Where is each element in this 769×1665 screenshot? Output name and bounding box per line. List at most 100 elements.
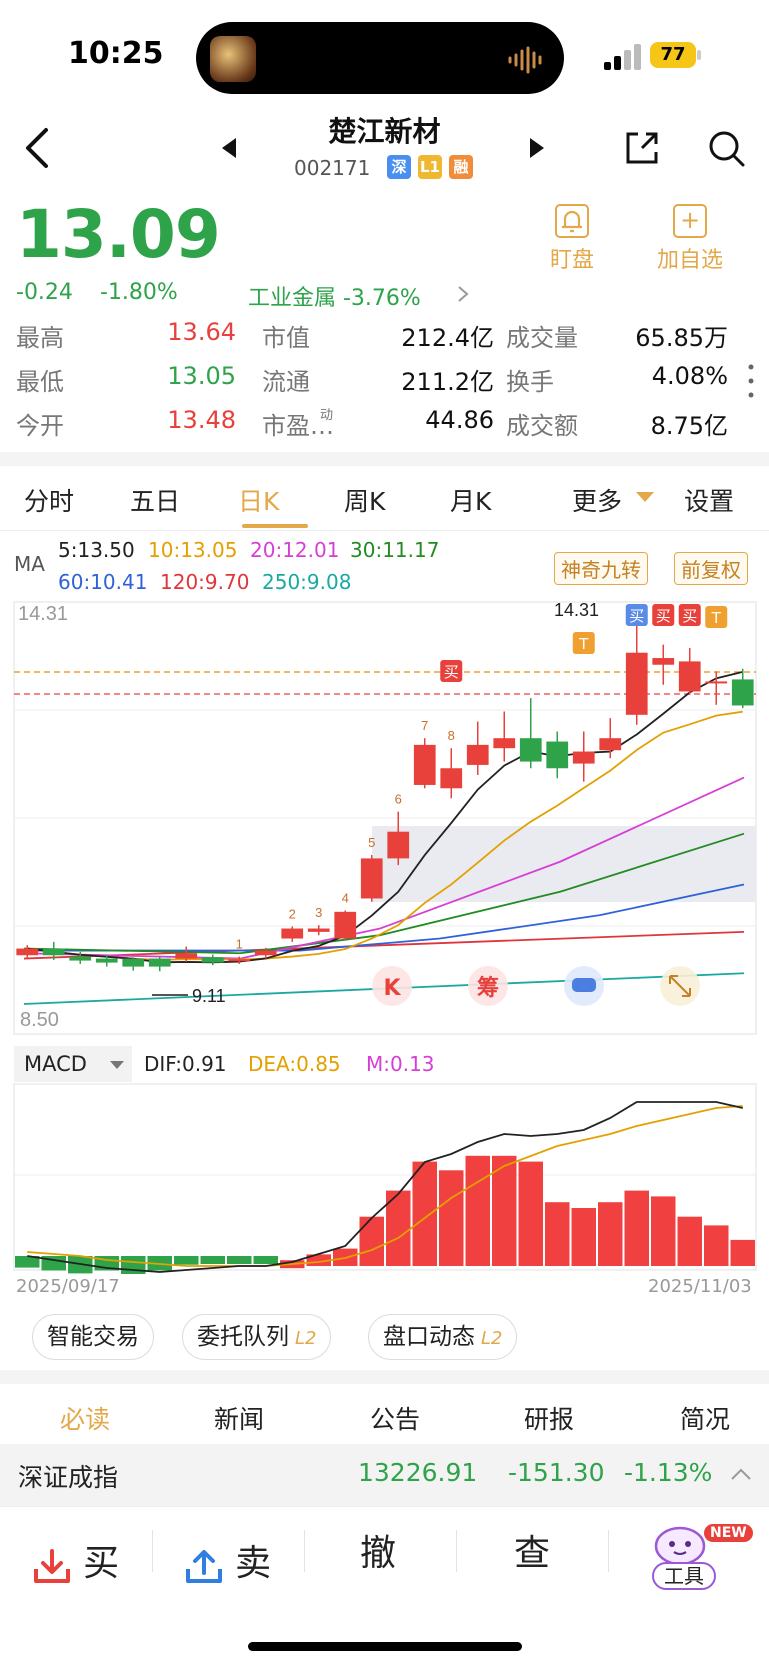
candlestick-chart[interactable]: 12 345678买T买买买 T14.318.5014.319.11 K 筹 bbox=[0, 598, 769, 1040]
expand-glyph bbox=[669, 975, 691, 997]
add-watchlist-button[interactable]: + 加自选 bbox=[650, 204, 730, 274]
buy-button[interactable]: 买 bbox=[32, 1530, 119, 1587]
tab-3[interactable]: 周K bbox=[344, 487, 386, 516]
candle-body bbox=[254, 950, 277, 956]
candle-body bbox=[519, 738, 542, 762]
separator bbox=[608, 1530, 609, 1572]
more-vertical-icon[interactable] bbox=[748, 364, 754, 398]
level-badge: L1 bbox=[418, 155, 442, 179]
news-tab-4[interactable]: 简况 bbox=[680, 1405, 731, 1434]
indicator-caret-icon bbox=[110, 1061, 124, 1069]
nine-turn-count: 3 bbox=[315, 905, 322, 920]
news-tab-0[interactable]: 必读 bbox=[60, 1405, 111, 1434]
ma-item: 250:9.08 bbox=[262, 570, 352, 594]
macd-bar bbox=[386, 1190, 411, 1266]
macd-bar bbox=[439, 1170, 464, 1266]
stock-name: 楚江新材 bbox=[328, 115, 441, 148]
sell-button[interactable]: 卖 bbox=[184, 1530, 271, 1587]
macd-bar bbox=[624, 1190, 649, 1266]
stat-value: 4.08% bbox=[651, 362, 728, 390]
macd-bar bbox=[677, 1216, 702, 1266]
macd-bar bbox=[492, 1155, 517, 1266]
watch-label: 盯盘 bbox=[549, 248, 594, 273]
tab-4[interactable]: 月K bbox=[450, 487, 492, 516]
order-queue-chip[interactable]: 委托队列 L2 bbox=[182, 1314, 332, 1360]
tools-button[interactable]: NEW 工具 bbox=[648, 1520, 758, 1590]
tab-5[interactable]: 更多 bbox=[572, 487, 623, 516]
candle-body bbox=[307, 928, 330, 932]
ma-item: 30:11.17 bbox=[350, 538, 440, 562]
tab-0[interactable]: 分时 bbox=[24, 487, 75, 516]
macd-bar bbox=[227, 1256, 252, 1264]
ma120-line bbox=[23, 930, 745, 960]
macd-bar bbox=[200, 1256, 225, 1264]
ma-item: 60:10.41 bbox=[58, 570, 148, 594]
share-icon[interactable] bbox=[622, 128, 662, 168]
more-caret-icon bbox=[636, 492, 654, 502]
prev-stock-arrow-icon[interactable] bbox=[222, 138, 236, 158]
candle-body bbox=[572, 751, 595, 764]
cancel-order-button[interactable]: 撤 bbox=[360, 1533, 397, 1574]
current-price: 13.09 bbox=[16, 196, 221, 273]
signal-badge bbox=[440, 660, 463, 682]
price-change-pct: -1.80% bbox=[100, 280, 178, 305]
section-divider bbox=[0, 1370, 769, 1384]
candle-body bbox=[360, 858, 383, 899]
macd-chart[interactable] bbox=[0, 1080, 769, 1274]
search-icon[interactable] bbox=[706, 128, 746, 168]
stat-value: 212.4亿 bbox=[401, 324, 494, 352]
macd-dif: DIF:0.91 bbox=[144, 1052, 227, 1076]
home-indicator bbox=[248, 1642, 522, 1651]
add-watchlist-label: 加自选 bbox=[656, 248, 723, 273]
nine-turn-count: 7 bbox=[421, 718, 428, 733]
stat-value: 13.05 bbox=[167, 362, 236, 390]
signal-badge bbox=[705, 606, 728, 628]
ma-item: 120:9.70 bbox=[160, 570, 250, 594]
chip-distribution-icon bbox=[468, 966, 508, 1006]
nine-turn-toggle[interactable]: 神奇九转 bbox=[554, 552, 648, 585]
stat-value: 13.48 bbox=[167, 406, 236, 434]
index-pct: -1.13% bbox=[624, 1458, 713, 1487]
ma-item: 5:13.50 bbox=[58, 538, 135, 562]
tab-6[interactable]: 设置 bbox=[684, 487, 735, 516]
candle-body bbox=[599, 738, 622, 751]
news-tab-2[interactable]: 公告 bbox=[370, 1405, 421, 1434]
candle-body bbox=[678, 661, 701, 692]
k-line-icon bbox=[372, 966, 412, 1006]
news-tab-1[interactable]: 新闻 bbox=[214, 1405, 265, 1434]
candle-body bbox=[440, 768, 463, 789]
index-name: 深证成指 bbox=[18, 1463, 119, 1492]
macd-bar bbox=[598, 1202, 623, 1266]
price-adjust-toggle[interactable]: 前复权 bbox=[674, 552, 748, 585]
chevron-up-icon[interactable] bbox=[730, 1466, 752, 1482]
stat-label: 市盈… bbox=[262, 412, 334, 440]
smart-trade-chip[interactable]: 智能交易 bbox=[32, 1314, 154, 1360]
candle-body bbox=[731, 679, 754, 706]
news-tab-3[interactable]: 研报 bbox=[524, 1405, 575, 1434]
ma-label: MA bbox=[14, 552, 45, 576]
tab-2[interactable]: 日K bbox=[238, 487, 280, 516]
sector-link[interactable]: 工业金属 -3.76% bbox=[248, 286, 421, 311]
chip-distribution-icon-label: 筹 bbox=[477, 975, 499, 1001]
tab-1[interactable]: 五日 bbox=[130, 487, 181, 516]
back-icon[interactable] bbox=[22, 126, 52, 170]
watch-button[interactable]: 盯盘 bbox=[532, 204, 612, 274]
signal-text: 买 bbox=[656, 607, 671, 625]
signal-text: 买 bbox=[444, 663, 459, 681]
bell-icon bbox=[555, 204, 589, 238]
nine-turn-count: 8 bbox=[448, 728, 455, 743]
macd-dea: DEA:0.85 bbox=[248, 1052, 341, 1076]
now-playing-thumbnail bbox=[210, 36, 256, 82]
next-stock-arrow-icon[interactable] bbox=[530, 138, 544, 158]
macd-bar bbox=[253, 1256, 278, 1264]
query-button[interactable]: 查 bbox=[514, 1533, 551, 1574]
macd-bar bbox=[518, 1161, 543, 1266]
macd-bar bbox=[465, 1155, 490, 1266]
order-book-chip[interactable]: 盘口动态 L2 bbox=[368, 1314, 518, 1360]
stat-label: 今开 bbox=[16, 412, 64, 440]
index-ticker[interactable] bbox=[0, 1444, 769, 1506]
ma60-line bbox=[24, 883, 745, 952]
ma-item: 10:13.05 bbox=[148, 538, 238, 562]
candle-body bbox=[652, 658, 675, 665]
signal-badge bbox=[572, 632, 595, 654]
